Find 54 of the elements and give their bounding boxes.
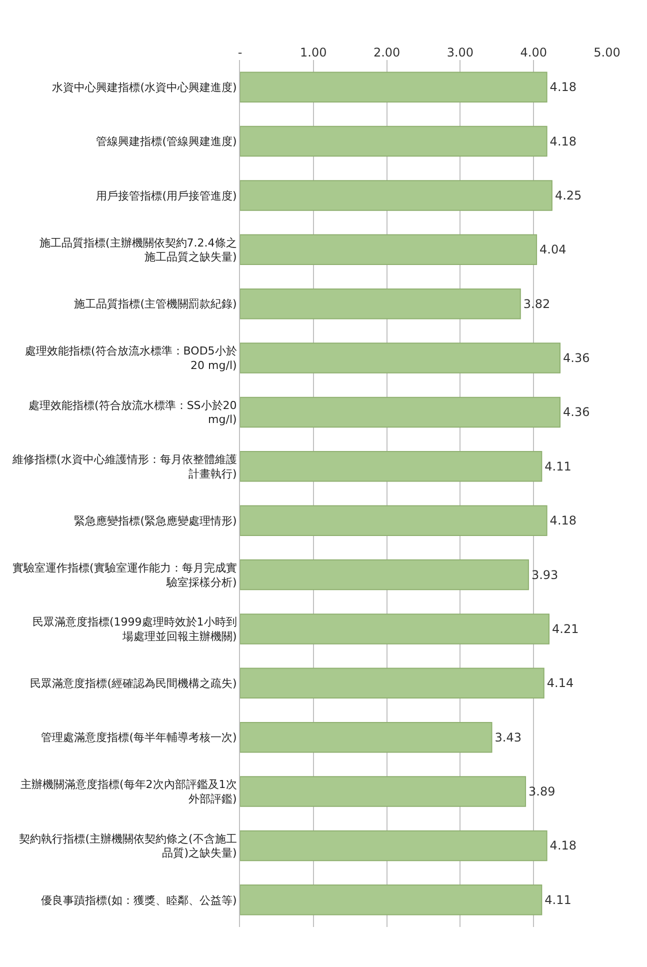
data-label: 4.18: [550, 134, 577, 148]
data-label: 4.36: [563, 405, 590, 420]
y-tick-label: 民眾滿意度指標(1999處理時效於1小時到場處理並回報主辦機關): [32, 616, 237, 643]
y-tick-label: 水資中心興建指標(水資中心興建進度): [52, 80, 237, 94]
data-label: 4.25: [554, 188, 582, 202]
data-label: 3.43: [494, 730, 522, 744]
y-tick-label: 用戶接管指標(用戶接管進度): [96, 189, 237, 202]
bar: [240, 505, 548, 536]
y-tick-label: 施工品質指標(主管機關罰款紀錄): [74, 298, 237, 311]
x-tick-label: 5.00: [594, 46, 620, 60]
x-tick-label: 3.00: [446, 46, 474, 60]
bar: [240, 72, 548, 102]
bar: [240, 396, 561, 428]
data-label: 4.11: [544, 892, 572, 907]
bar: [240, 180, 552, 211]
data-label: 4.11: [544, 459, 572, 474]
y-tick-label: 維修指標(水資中心維護情形：每月依整體維護計畫執行): [12, 453, 237, 480]
y-tick-label: 處理效能指標(符合放流水標準：SS小於20 mg/l): [28, 398, 237, 426]
x-tick-label: 4.00: [520, 46, 547, 60]
y-tick-label: 實驗室運作指標(實驗室運作能力：每月完成實驗室採樣分析): [12, 561, 237, 589]
x-tick-label: 1.00: [300, 46, 327, 60]
data-label: 4.21: [552, 622, 579, 636]
bar: [240, 126, 548, 157]
data-label: 4.18: [550, 514, 577, 528]
data-label: 3.82: [523, 296, 550, 311]
bar: [240, 776, 526, 807]
bar: [240, 234, 538, 266]
bar: [240, 830, 548, 862]
data-label: 4.36: [563, 351, 590, 366]
bar: [240, 559, 529, 590]
y-tick-label: 管理處滿意度指標(每半年輔導考核一次): [41, 731, 237, 744]
y-tick-label: 優良事蹟指標(如：獲獎、睦鄰、公益等): [41, 894, 237, 907]
y-tick-label: 主辦機關滿意度指標(每年2次內部評鑑及1次外部評鑑): [20, 778, 237, 806]
x-tick-label: -: [238, 46, 242, 60]
data-label: 4.18: [550, 80, 577, 94]
bar: [240, 342, 561, 374]
y-tick-label: 民眾滿意度指標(經確認為民間機構之疏失): [30, 677, 237, 690]
y-tick-label: 處理效能指標(符合放流水標準：BOD5小於20 mg/l): [25, 344, 237, 372]
y-tick-label: 緊急應變指標(緊急應變處理情形): [74, 514, 237, 528]
data-label: 4.18: [550, 838, 577, 853]
data-label: 4.04: [540, 242, 566, 257]
bar: [240, 614, 550, 644]
bar: [240, 451, 542, 482]
y-tick-label: 施工品質指標(主辦機關依契約7.2.4條之施工品質之缺失量): [40, 236, 237, 264]
y-tick-label: 管線興建指標(管線興建進度): [96, 135, 237, 148]
data-label: 4.14: [546, 676, 574, 690]
data-label: 3.89: [528, 784, 556, 799]
y-tick-label: 契約執行指標(主辦機關依契約條之(不含施工品質)之缺失量): [19, 832, 237, 860]
bar: [240, 288, 521, 320]
bar: [240, 884, 542, 916]
bar: [240, 668, 544, 699]
bar: [240, 722, 492, 753]
x-tick-label: 2.00: [373, 46, 400, 60]
data-label: 3.93: [531, 568, 558, 582]
